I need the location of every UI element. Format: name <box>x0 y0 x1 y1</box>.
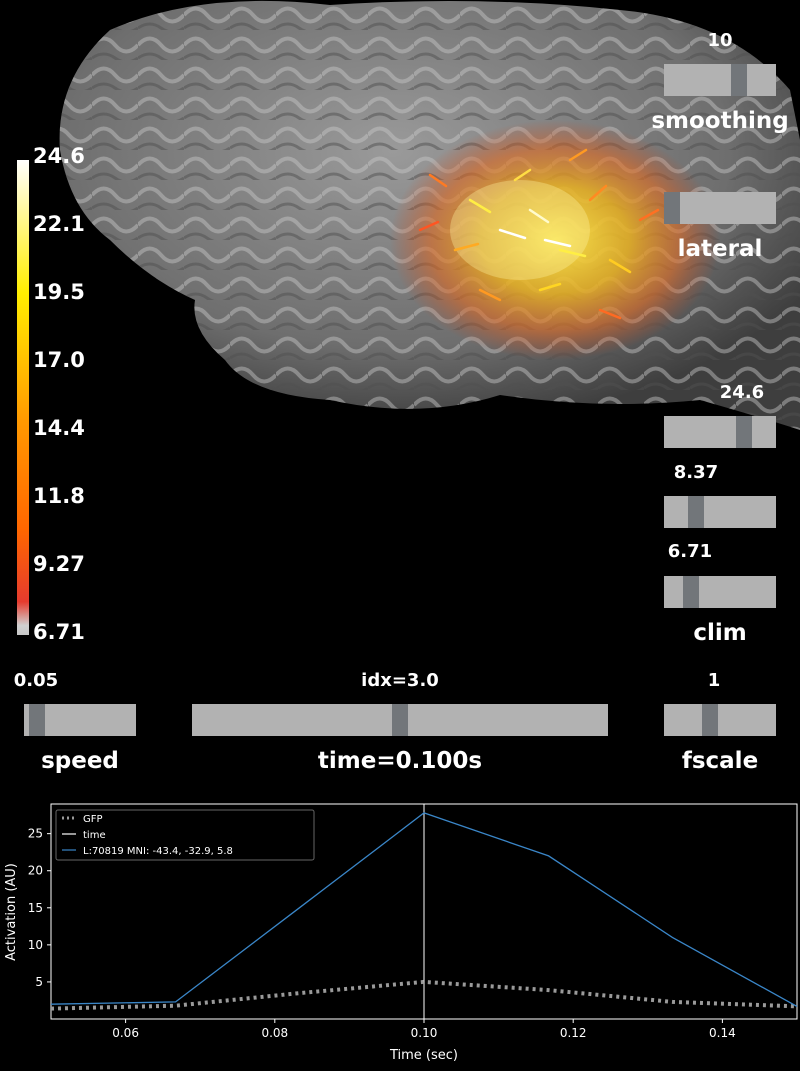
time-label: time=0.100s <box>317 748 483 774</box>
y-tick-label: 5 <box>35 975 43 989</box>
fscale-label: fscale <box>681 748 759 774</box>
smoothing-slider-handle[interactable] <box>731 64 748 96</box>
clim-mid-slider[interactable] <box>664 496 776 528</box>
orientation-label: lateral <box>677 236 763 262</box>
colorbar <box>17 160 29 635</box>
activation-blob <box>390 120 720 360</box>
clim-mid-value: 8.37 <box>673 462 719 483</box>
x-tick-label: 0.12 <box>560 1026 587 1040</box>
y-axis-label: Activation (AU) <box>4 863 19 961</box>
activation-chart: 0.06 0.08 0.10 0.12 0.14 5 10 15 20 25 Time (sec… <box>4 803 798 1063</box>
activation-plot[interactable]: 0.06 0.08 0.10 0.12 0.14 5 10 15 20 25 Time (sec… <box>0 792 800 1067</box>
fscale-slider[interactable] <box>664 704 776 736</box>
clim-low-slider[interactable] <box>664 576 776 608</box>
time-slider[interactable] <box>192 704 608 736</box>
smoothing-slider[interactable] <box>664 64 776 96</box>
x-tick-label: 0.10 <box>411 1026 438 1040</box>
colorbar-tick: 11.8 <box>33 484 85 508</box>
orientation-slider-handle[interactable] <box>664 192 680 224</box>
clim-high-value: 24.6 <box>719 382 765 403</box>
smoothing-value: 10 <box>707 30 733 51</box>
y-tick-label: 10 <box>28 938 43 952</box>
colorbar-tick: 19.5 <box>33 280 85 304</box>
time-slider-handle[interactable] <box>392 704 408 736</box>
x-tick-label: 0.08 <box>261 1026 288 1040</box>
y-tick-label: 15 <box>28 901 43 915</box>
clim-low-slider-handle[interactable] <box>683 576 700 608</box>
legend-vertex-label: L:70819 MNI: -43.4, -32.9, 5.8 <box>83 846 233 857</box>
vertex-activation-line <box>50 812 798 1007</box>
colorbar-tick: 14.4 <box>33 416 85 440</box>
fscale-value: 1 <box>707 670 721 691</box>
y-tick-label: 20 <box>28 864 43 878</box>
brain-surface-render <box>59 0 800 430</box>
clim-mid-slider-handle[interactable] <box>688 496 704 528</box>
time-index-value: idx=3.0 <box>361 670 439 691</box>
clim-high-slider-handle[interactable] <box>736 416 752 448</box>
speed-slider-handle[interactable] <box>28 704 45 736</box>
legend-time-label: time <box>83 830 106 841</box>
colorbar-tick: 17.0 <box>33 348 85 372</box>
x-tick-label: 0.06 <box>112 1026 139 1040</box>
clim-low-value: 6.71 <box>667 541 713 562</box>
y-tick-label: 25 <box>28 827 43 841</box>
speed-slider[interactable] <box>24 704 136 736</box>
gfp-line <box>50 979 798 1011</box>
colorbar-tick: 6.71 <box>33 620 85 644</box>
fscale-slider-handle[interactable] <box>702 704 719 736</box>
colorbar-tick: 9.27 <box>33 552 85 576</box>
legend: GFP time L:70819 MNI: -43.4, -32.9, 5.8 <box>55 809 315 861</box>
brain-3d-view[interactable] <box>0 0 800 440</box>
speed-label: speed <box>41 748 119 774</box>
clim-label: clim <box>693 620 747 646</box>
smoothing-label: smoothing <box>651 108 789 134</box>
x-axis-label: Time (sec) <box>389 1048 458 1063</box>
clim-high-slider[interactable] <box>664 416 776 448</box>
orientation-slider[interactable] <box>664 192 776 224</box>
colorbar-tick: 24.6 <box>33 144 85 168</box>
legend-gfp-label: GFP <box>83 814 103 825</box>
speed-value: 0.05 <box>13 670 59 691</box>
colorbar-tick: 22.1 <box>33 212 85 236</box>
x-tick-label: 0.14 <box>709 1026 736 1040</box>
dipole-arrows <box>418 148 660 320</box>
